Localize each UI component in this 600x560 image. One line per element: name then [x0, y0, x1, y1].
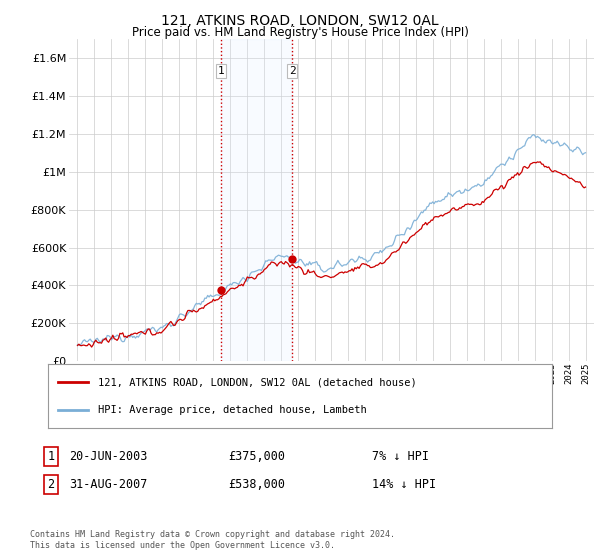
- Text: This data is licensed under the Open Government Licence v3.0.: This data is licensed under the Open Gov…: [30, 541, 335, 550]
- Text: HPI: Average price, detached house, Lambeth: HPI: Average price, detached house, Lamb…: [98, 405, 367, 416]
- Text: 14% ↓ HPI: 14% ↓ HPI: [372, 478, 436, 491]
- Text: 121, ATKINS ROAD, LONDON, SW12 0AL: 121, ATKINS ROAD, LONDON, SW12 0AL: [161, 14, 439, 28]
- Text: 31-AUG-2007: 31-AUG-2007: [69, 478, 148, 491]
- Text: 121, ATKINS ROAD, LONDON, SW12 0AL (detached house): 121, ATKINS ROAD, LONDON, SW12 0AL (deta…: [98, 377, 417, 387]
- Text: 20-JUN-2003: 20-JUN-2003: [69, 450, 148, 463]
- Text: £375,000: £375,000: [228, 450, 285, 463]
- Text: 2: 2: [289, 66, 295, 76]
- Text: £538,000: £538,000: [228, 478, 285, 491]
- Text: Price paid vs. HM Land Registry's House Price Index (HPI): Price paid vs. HM Land Registry's House …: [131, 26, 469, 39]
- Text: Contains HM Land Registry data © Crown copyright and database right 2024.: Contains HM Land Registry data © Crown c…: [30, 530, 395, 539]
- Text: 1: 1: [218, 66, 224, 76]
- Text: 1: 1: [47, 450, 55, 463]
- Text: 2: 2: [47, 478, 55, 491]
- Bar: [221, 39, 292, 361]
- Text: 7% ↓ HPI: 7% ↓ HPI: [372, 450, 429, 463]
